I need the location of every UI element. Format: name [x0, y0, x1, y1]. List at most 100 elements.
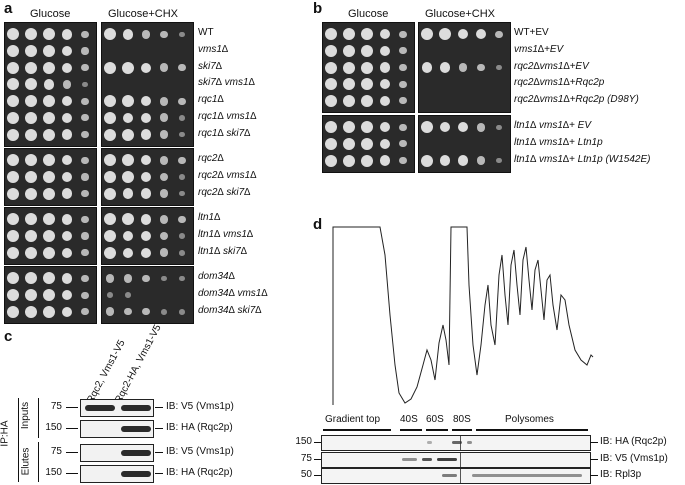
strain-label: rqc1∆ — [198, 94, 224, 106]
colony-spot — [105, 274, 115, 283]
colony-spot — [476, 156, 486, 165]
colony-spot — [161, 275, 167, 282]
plate-chx-group-3 — [101, 207, 194, 266]
colony-spot — [7, 272, 19, 285]
colony-spot — [343, 94, 355, 107]
plate-glucose-group-1 — [322, 22, 415, 113]
colony-spot — [325, 61, 337, 74]
blot-label: IB: Rpl3p — [600, 469, 642, 480]
plate-glucose-group-2 — [4, 147, 97, 206]
label-tick — [155, 452, 163, 453]
blot-label: IB: V5 (Vms1p) — [166, 446, 234, 457]
fraction-label-60s: 60S — [426, 414, 444, 425]
colony-spot — [457, 29, 469, 40]
colony-spot — [104, 128, 116, 141]
colony-spot — [361, 61, 373, 74]
lane-label-2: Rqc2-HA, Vms1-V5 — [113, 322, 164, 406]
mw-tick — [314, 475, 321, 476]
strain-label: dom34∆ ski7∆ — [198, 304, 262, 316]
strain-label: ltn1∆ ski7∆ — [198, 245, 247, 257]
colony-spot — [43, 45, 55, 58]
blot-band — [402, 458, 417, 461]
mw-marker: 150 — [45, 422, 62, 433]
blot-label: IB: HA (Rqc2p) — [166, 422, 233, 433]
colony-spot — [325, 121, 337, 134]
colony-spot — [61, 214, 73, 225]
blot-band — [85, 405, 115, 411]
blot-divider — [460, 453, 461, 467]
colony-spot — [325, 78, 337, 91]
plate-glucose-group-4 — [4, 266, 97, 325]
fraction-label-gradient-top: Gradient top — [325, 414, 381, 425]
colony-spot — [140, 62, 152, 73]
colony-spot — [361, 44, 373, 57]
colony-spot — [7, 78, 19, 91]
colony-spot — [178, 215, 186, 223]
colony-spot — [25, 213, 37, 226]
western-blot-strip — [321, 435, 591, 451]
mw-marker: 75 — [50, 446, 62, 457]
fraction-bar-polysomes — [476, 429, 588, 431]
colony-spot — [61, 273, 73, 284]
strain-label: rqc2∆vms1∆+Rqc2p — [514, 77, 605, 89]
colony-spot — [61, 247, 73, 258]
colony-spot — [140, 230, 152, 242]
blot-band — [121, 471, 151, 477]
plate-glucose-group-1 — [4, 22, 97, 147]
colony-spot — [61, 306, 73, 318]
colony-spot — [140, 95, 152, 107]
colony-spot — [122, 112, 134, 124]
strain-label: ltn1∆ — [198, 212, 221, 224]
colony-spot — [140, 188, 152, 199]
colony-spot — [123, 274, 133, 283]
fraction-bar-80s — [452, 429, 472, 431]
colony-spot — [25, 78, 37, 91]
colony-spot — [379, 155, 391, 166]
colony-spot — [361, 121, 373, 134]
label-tick — [155, 428, 163, 429]
colony-spot — [81, 30, 89, 38]
fraction-label-80s: 80S — [453, 414, 471, 425]
strain-label: ltn1∆ vms1∆ — [198, 229, 254, 241]
colony-spot — [161, 309, 167, 315]
colony-spot — [122, 170, 134, 183]
label-tick — [590, 475, 598, 476]
mw-tick — [66, 428, 78, 429]
strain-label: rqc2∆ vms1∆ — [198, 169, 257, 181]
strain-label: rqc2∆vms1∆+Rqc2p (D98Y) — [514, 93, 639, 105]
colony-spot — [361, 94, 373, 107]
colony-spot — [7, 61, 19, 74]
colony-spot — [81, 215, 89, 223]
colony-spot — [439, 28, 451, 41]
colony-spot — [361, 78, 373, 91]
colony-spot — [160, 30, 168, 38]
western-blot-strip — [80, 399, 154, 417]
colony-spot — [399, 80, 407, 88]
colony-spot — [25, 305, 37, 318]
colony-spot — [439, 155, 451, 166]
colony-spot — [140, 112, 152, 124]
strain-label: rqc2∆vms1∆+EV — [514, 60, 589, 72]
mw-tick — [66, 452, 78, 453]
colony-spot — [25, 95, 37, 108]
colony-spot — [81, 291, 89, 299]
colony-spot — [81, 173, 89, 181]
colony-spot — [25, 230, 37, 243]
mw-marker: 75 — [50, 401, 62, 412]
plate-chx-group-2 — [101, 147, 194, 206]
blot-band — [442, 474, 457, 477]
colony-spot — [107, 292, 113, 298]
colony-spot — [179, 233, 185, 239]
colony-spot — [140, 247, 152, 258]
colony-spot — [361, 154, 373, 167]
mw-tick — [66, 407, 78, 408]
colony-spot — [43, 230, 55, 243]
colony-spot — [159, 214, 169, 224]
colony-spot — [159, 189, 169, 199]
strain-label: vms1∆+EV — [514, 43, 564, 55]
colony-spot — [421, 121, 433, 134]
plate-chx-group-1 — [418, 22, 511, 113]
colony-spot — [159, 113, 169, 123]
colony-spot — [25, 187, 37, 200]
colony-spot — [159, 130, 169, 139]
